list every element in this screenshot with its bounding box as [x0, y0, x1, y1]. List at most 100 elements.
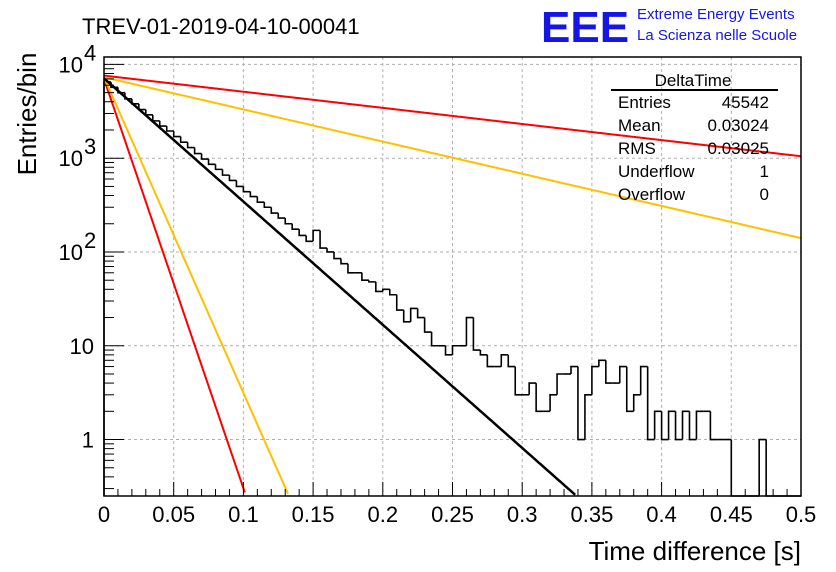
- histogram-bin: [395, 294, 404, 311]
- histogram-bin: [598, 359, 606, 367]
- histogram-bin: [758, 438, 767, 496]
- histogram-bin: [200, 153, 209, 160]
- histogram-bin: [591, 365, 599, 395]
- histogram-bin: [549, 393, 558, 412]
- histogram-bin: [681, 410, 690, 440]
- histogram-bin: [451, 344, 460, 355]
- histogram-bin: [165, 126, 174, 132]
- stats-row-value: 0.03024: [708, 116, 769, 135]
- histogram-bin: [388, 289, 397, 296]
- histogram-bin: [646, 366, 655, 441]
- histogram-bin: [382, 288, 390, 292]
- y-tick-label: 10: [59, 240, 83, 265]
- x-tick-label: 0.5: [786, 502, 817, 527]
- histogram-bin: [674, 411, 683, 441]
- histogram-bin: [430, 332, 439, 347]
- histogram-bin: [305, 235, 314, 243]
- histogram-bin: [368, 280, 376, 283]
- eee-logo: EEE Extreme Energy Events La Scienza nel…: [541, 3, 797, 52]
- y-tick-label: 10: [70, 334, 94, 359]
- histogram-bin: [570, 365, 578, 374]
- histogram-bin: [514, 366, 523, 396]
- y-tick-label: 10: [59, 52, 83, 77]
- histogram-bin: [256, 196, 265, 203]
- histogram-bin: [402, 310, 411, 323]
- y-axis-title: Entries/bin: [12, 53, 42, 176]
- histogram-bin: [124, 92, 132, 100]
- histogram-bin: [556, 373, 565, 395]
- logo-line-1: Extreme Energy Events: [637, 6, 795, 23]
- histogram-bin: [584, 393, 592, 440]
- histogram-bin: [416, 308, 425, 319]
- histogram-bin: [277, 213, 286, 219]
- stats-row-label: Mean: [618, 116, 661, 135]
- x-tick-label: 0.45: [710, 502, 753, 527]
- x-tick-label: 0.4: [646, 502, 677, 527]
- stats-row-value: 0.03025: [708, 139, 769, 158]
- histogram-bin: [639, 365, 648, 395]
- histogram-bin: [361, 272, 369, 282]
- histogram-bin: [249, 191, 258, 198]
- histogram-bin: [242, 186, 251, 193]
- histogram-bin: [423, 317, 432, 333]
- x-tick-label: 0.25: [431, 502, 474, 527]
- histogram-bin: [535, 383, 544, 413]
- histogram-bin: [228, 175, 237, 182]
- histogram-bin: [660, 411, 669, 441]
- stats-row-value: 0: [760, 185, 769, 204]
- histogram-bin: [145, 109, 153, 116]
- y-tick-exponent: 4: [84, 40, 96, 65]
- histogram-bin: [291, 223, 300, 230]
- histogram-bin: [235, 180, 244, 188]
- stats-row-label: RMS: [618, 139, 656, 158]
- histogram-bin: [577, 366, 585, 441]
- histogram-bin: [340, 258, 348, 265]
- stats-row-value: 1: [760, 162, 769, 181]
- histogram-bin: [500, 354, 509, 367]
- histogram-bin: [472, 317, 481, 351]
- histogram-bin: [444, 345, 453, 356]
- histogram-bin: [632, 393, 641, 412]
- y-tick-label: 10: [59, 146, 83, 171]
- fit-curves: [103, 74, 802, 496]
- histogram-bin: [465, 316, 474, 346]
- histogram-bin: [618, 365, 627, 384]
- histogram-bin: [326, 248, 335, 253]
- histogram-bin: [333, 251, 341, 260]
- histogram-bin: [709, 411, 718, 441]
- histogram-bin: [528, 382, 537, 395]
- histogram-bin: [158, 120, 167, 127]
- histogram-bin: [193, 147, 202, 155]
- histogram-bin: [263, 202, 272, 209]
- stats-title: DeltaTime: [655, 71, 732, 90]
- logo-line-2: La Scienza nelle Scuole: [637, 27, 797, 44]
- x-tick-label: 0.35: [570, 502, 613, 527]
- fit-curve-3: [103, 74, 802, 158]
- histogram-bin: [375, 281, 383, 293]
- x-axis-title: Time difference [s]: [589, 536, 801, 566]
- histogram-bin: [298, 229, 307, 237]
- histogram-bin: [151, 114, 160, 122]
- axes: [103, 56, 802, 497]
- stats-rows: Entries 45542 Mean 0.03024 RMS 0.03025 Underfl…: [618, 93, 769, 204]
- x-tick-label: 0.3: [507, 502, 538, 527]
- histogram-bin: [479, 350, 488, 356]
- eee-logo-text: EEE: [541, 3, 629, 52]
- stats-row-label: Entries: [618, 93, 671, 112]
- y-tick-label: 1: [82, 428, 94, 453]
- histogram-bin: [765, 439, 774, 497]
- histogram-bin: [409, 307, 418, 322]
- histogram-bin: [653, 410, 662, 440]
- x-ticks: 0 0.05 0.1 0.15 0.2 0.25 0.3 0.35 0.4 0.45 0.5: [98, 502, 816, 527]
- y-tick-exponent: 2: [84, 228, 96, 253]
- x-tick-label: 0.15: [292, 502, 335, 527]
- histogram-bin: [172, 131, 181, 138]
- x-tick-label: 0.2: [368, 502, 399, 527]
- fit-curve-4: [103, 76, 802, 240]
- fit-curve-0: [103, 77, 576, 496]
- histogram-bin: [312, 229, 321, 242]
- histogram-bin: [347, 263, 355, 274]
- x-tick-label: 0: [98, 502, 110, 527]
- histogram-bin: [207, 159, 216, 166]
